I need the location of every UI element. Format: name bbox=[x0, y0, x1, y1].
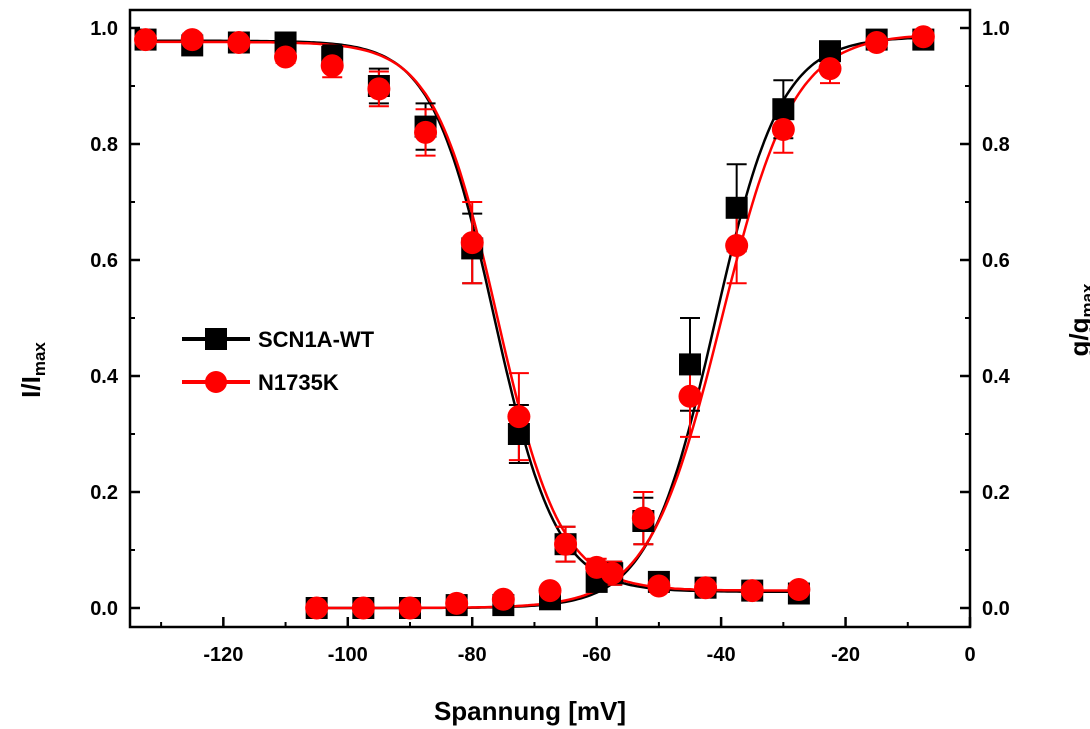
plot-frame bbox=[128, 8, 972, 629]
y-axis-title-left-sub: max bbox=[30, 342, 49, 377]
data-markers bbox=[134, 25, 935, 620]
y-tick-label-left: 0.2 bbox=[90, 482, 118, 504]
y-tick-label-left: 0.6 bbox=[90, 250, 118, 272]
data-point-inactivation bbox=[320, 54, 344, 78]
x-tick-label: -120 bbox=[203, 644, 243, 666]
data-point-activation bbox=[818, 57, 842, 81]
data-point-activation bbox=[911, 25, 935, 49]
legend-label-scn1a-wt: SCN1A-WT bbox=[258, 327, 375, 352]
y-axis-title-left: I/Imax bbox=[16, 342, 49, 398]
x-tick-label: -40 bbox=[707, 644, 736, 666]
data-point-activation bbox=[678, 384, 702, 408]
data-point-inactivation bbox=[274, 45, 298, 69]
data-point-activation bbox=[772, 98, 795, 121]
data-point-activation bbox=[305, 596, 329, 620]
data-point-tail bbox=[647, 574, 671, 598]
legend-label-n1735k: N1735K bbox=[258, 370, 339, 395]
y-axis-title-right-main: g/g bbox=[1064, 318, 1090, 357]
data-point-inactivation bbox=[180, 28, 204, 52]
data-point-inactivation bbox=[227, 31, 251, 54]
y-tick-label-right: 0.4 bbox=[982, 366, 1011, 388]
data-point-activation bbox=[725, 196, 748, 219]
data-point-inactivation bbox=[507, 423, 530, 445]
data-point-activation bbox=[585, 555, 609, 579]
x-axis-title: Spannung [mV] bbox=[434, 696, 626, 726]
y-axis-title-left-main: I/I bbox=[16, 376, 46, 398]
data-point-inactivation bbox=[414, 120, 438, 144]
data-point-tail bbox=[787, 577, 811, 601]
fit-curve-inactivation bbox=[142, 40, 799, 592]
y-tick-label-right: 0.8 bbox=[982, 134, 1010, 156]
data-point-activation bbox=[725, 234, 749, 257]
data-point-inactivation bbox=[367, 77, 391, 101]
x-tick-label: -100 bbox=[328, 644, 368, 666]
data-point-inactivation bbox=[507, 405, 531, 429]
legend: SCN1A-WT N1735K bbox=[182, 327, 375, 395]
data-point-activation bbox=[351, 596, 375, 620]
fit-curve-inactivation bbox=[142, 39, 799, 593]
data-point-activation bbox=[631, 506, 655, 530]
x-tick-label: -20 bbox=[831, 644, 860, 666]
y-tick-label-left: 1.0 bbox=[90, 18, 118, 40]
data-point-activation bbox=[445, 591, 469, 615]
x-tick-label: -60 bbox=[582, 644, 611, 666]
y-axis-title-right: g/gmax bbox=[1064, 283, 1090, 357]
fit-curve-activation bbox=[316, 36, 924, 610]
data-point-activation bbox=[679, 353, 701, 376]
error-bars bbox=[135, 29, 934, 605]
y-tick-label-right: 0.6 bbox=[982, 250, 1010, 272]
data-point-activation bbox=[819, 40, 841, 63]
data-point-tail bbox=[740, 579, 764, 603]
y-tick-label-right: 0.0 bbox=[982, 598, 1010, 620]
x-tick-label: -80 bbox=[458, 644, 487, 666]
y-tick-label-left: 0.8 bbox=[90, 134, 118, 156]
data-point-activation bbox=[398, 596, 422, 620]
y-tick-label-left: 0.4 bbox=[90, 366, 119, 388]
y-axis-title-right-sub: max bbox=[1078, 283, 1090, 318]
data-point-activation bbox=[491, 587, 515, 611]
x-tick-label: 0 bbox=[964, 644, 975, 666]
data-point-activation bbox=[771, 118, 795, 141]
svg-text:g/gmax: g/gmax bbox=[1064, 283, 1090, 357]
y-axis-left: 0.0 0.2 0.4 0.6 0.8 1.0 bbox=[90, 18, 140, 620]
data-point-activation bbox=[538, 579, 562, 603]
y-tick-label-right: 1.0 bbox=[982, 18, 1010, 40]
legend-marker-scn1a-wt bbox=[205, 328, 227, 350]
data-point-inactivation bbox=[460, 231, 484, 255]
data-point-tail bbox=[694, 576, 718, 600]
legend-item-n1735k: N1735K bbox=[182, 370, 339, 395]
legend-item-scn1a-wt: SCN1A-WT bbox=[182, 327, 375, 352]
y-tick-label-left: 0.0 bbox=[90, 598, 118, 620]
data-point-inactivation bbox=[134, 28, 158, 52]
data-point-inactivation bbox=[554, 532, 578, 556]
y-axis-right: 0.0 0.2 0.4 0.6 0.8 1.0 bbox=[960, 18, 1011, 620]
y-tick-label-right: 0.2 bbox=[982, 482, 1010, 504]
svg-text:I/Imax: I/Imax bbox=[16, 342, 49, 398]
data-point-activation bbox=[865, 31, 889, 54]
fit-curves bbox=[142, 34, 924, 610]
legend-marker-n1735k bbox=[205, 371, 227, 393]
fit-curve-activation bbox=[316, 34, 924, 610]
x-axis: -120 -100 -80 -60 -40 -20 0 bbox=[160, 617, 976, 666]
